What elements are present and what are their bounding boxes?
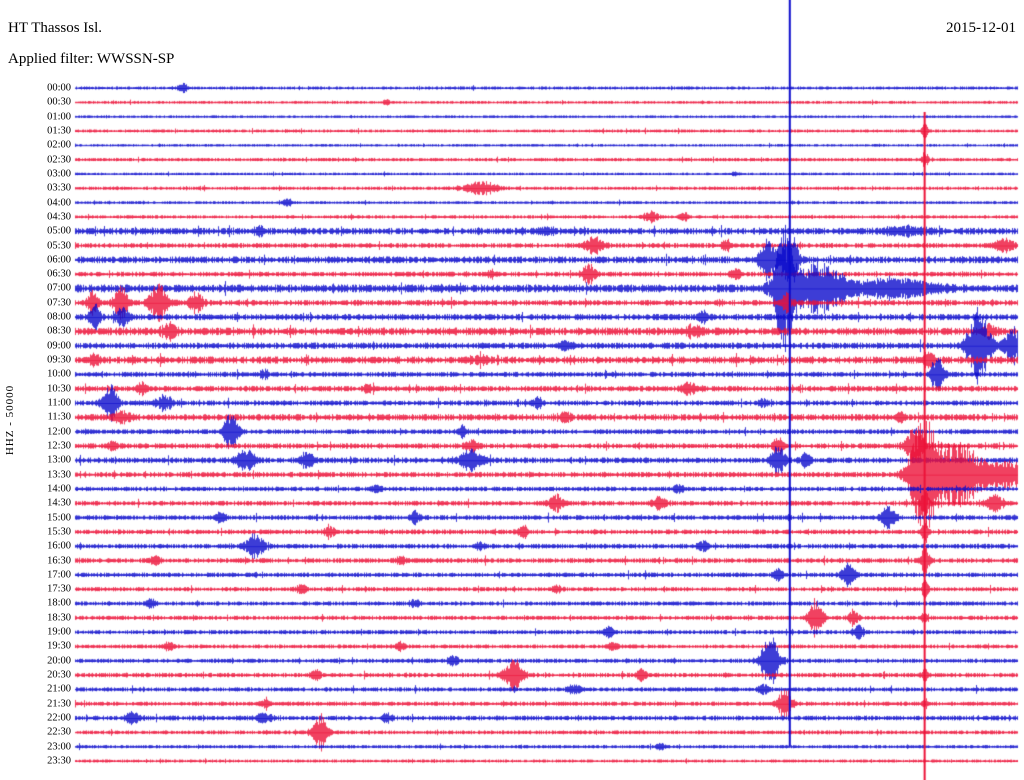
time-label: 00:30: [47, 96, 71, 108]
time-label: 09:30: [47, 354, 71, 366]
time-label: 02:00: [47, 139, 71, 151]
time-label: 11:00: [47, 397, 71, 409]
applied-filter-label: Applied filter: WWSSN-SP: [8, 51, 175, 67]
time-label: 15:30: [47, 526, 71, 538]
time-label: 01:30: [47, 125, 71, 137]
time-label: 12:30: [47, 440, 71, 452]
time-label: 10:00: [47, 368, 71, 380]
time-label: 22:30: [47, 726, 71, 738]
time-label: 03:30: [47, 182, 71, 194]
time-label: 06:30: [47, 268, 71, 280]
station-title: HT Thassos Isl.: [8, 20, 103, 36]
time-label: 04:30: [47, 211, 71, 223]
time-label: 15:00: [47, 512, 71, 524]
time-label: 02:30: [47, 154, 71, 166]
time-label: 19:00: [47, 626, 71, 638]
time-label: 03:00: [47, 168, 71, 180]
time-label: 01:00: [47, 111, 71, 123]
time-label: 13:30: [47, 469, 71, 481]
time-label: 06:00: [47, 254, 71, 266]
time-label: 14:30: [47, 497, 71, 509]
time-label: 04:00: [47, 197, 71, 209]
time-label: 16:00: [47, 540, 71, 552]
time-label: 14:00: [47, 483, 71, 495]
time-label: 23:30: [47, 755, 71, 767]
record-date: 2015-12-01: [946, 20, 1016, 36]
time-label: 23:00: [47, 741, 71, 753]
time-label: 20:00: [47, 655, 71, 667]
time-label: 07:00: [47, 282, 71, 294]
time-label: 00:00: [47, 82, 71, 94]
time-label: 11:30: [47, 411, 71, 423]
time-label: 17:00: [47, 569, 71, 581]
time-label: 18:00: [47, 597, 71, 609]
time-label: 21:00: [47, 683, 71, 695]
time-label: 20:30: [47, 669, 71, 681]
time-label: 21:30: [47, 698, 71, 710]
time-label: 18:30: [47, 612, 71, 624]
time-label: 13:00: [47, 454, 71, 466]
time-label: 12:00: [47, 426, 71, 438]
time-label: 08:30: [47, 325, 71, 337]
time-label: 16:30: [47, 555, 71, 567]
time-label: 09:00: [47, 340, 71, 352]
time-label: 10:30: [47, 383, 71, 395]
time-label: 22:00: [47, 712, 71, 724]
time-label: 07:30: [47, 297, 71, 309]
time-axis-labels: 00:00 00:30 01:00 01:30 02:00 02:30 03:00 03:30…: [0, 0, 71, 780]
time-label: 05:30: [47, 240, 71, 251]
time-label: 19:30: [47, 640, 71, 652]
time-label: 17:30: [47, 583, 71, 595]
time-label: 05:00: [47, 225, 71, 237]
time-label: 08:00: [47, 311, 71, 323]
